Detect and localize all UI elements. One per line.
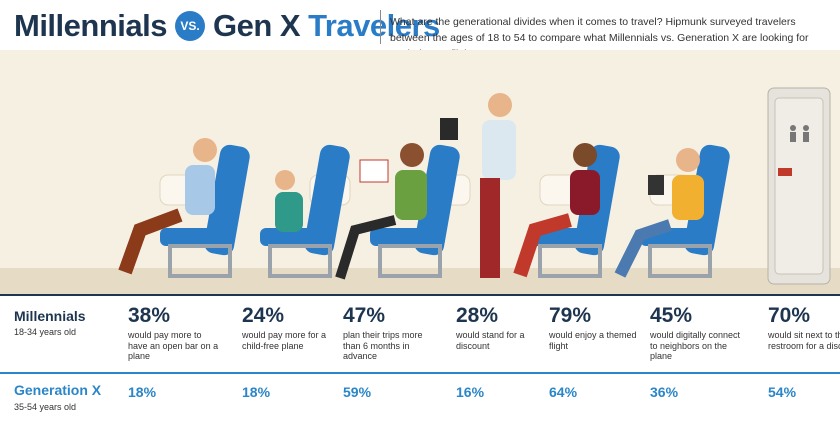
- row-label: Generation X: [14, 382, 102, 398]
- stat-value: 45%: [650, 304, 693, 327]
- stat-value: 79%: [549, 304, 592, 327]
- stat-value: 47%: [343, 304, 386, 327]
- description: What are the generational divides when i…: [390, 16, 809, 60]
- title-part: Travelers: [308, 8, 440, 43]
- title-part: Millennials: [14, 8, 167, 43]
- stat-value: 24%: [242, 304, 285, 327]
- stat-text: would pay more to have an open bar on a …: [128, 330, 219, 361]
- row-label: Millennials: [14, 308, 86, 324]
- stat-value: 64%: [549, 384, 578, 400]
- stat-value: 70%: [768, 304, 811, 327]
- row-sublabel: 18-34 years old: [14, 327, 77, 337]
- vs-badge: VS.: [174, 11, 205, 41]
- stat-text: would enjoy a themed flight: [549, 330, 637, 351]
- stat-text: would digitally connect to neighbors on …: [650, 330, 741, 361]
- stat-text: would sit next to the restroom for a dis…: [768, 330, 840, 351]
- stat-value: 18%: [242, 384, 271, 400]
- stat-text: plan their trips more than 6 months in a…: [343, 330, 423, 361]
- stat-text: would pay more for a child-free plane: [242, 330, 327, 351]
- stat-value: 16%: [456, 384, 485, 400]
- title: Millennials VS. Gen X Travelers: [14, 8, 440, 44]
- people: [118, 93, 704, 280]
- divider: [380, 10, 381, 44]
- restroom-door: [767, 87, 831, 285]
- stat-value: 54%: [768, 384, 797, 400]
- stat-value: 38%: [128, 304, 171, 327]
- row-divider: [0, 372, 840, 374]
- stat-text: would stand for a discount: [456, 330, 525, 351]
- row-sublabel: 35-54 years old: [14, 402, 77, 412]
- stat-value: 18%: [128, 384, 157, 400]
- stat-value: 36%: [650, 384, 679, 400]
- title-part: Gen X: [212, 8, 301, 43]
- stat-value: 28%: [456, 304, 499, 327]
- stat-value: 59%: [343, 384, 372, 400]
- illustration: [0, 50, 840, 296]
